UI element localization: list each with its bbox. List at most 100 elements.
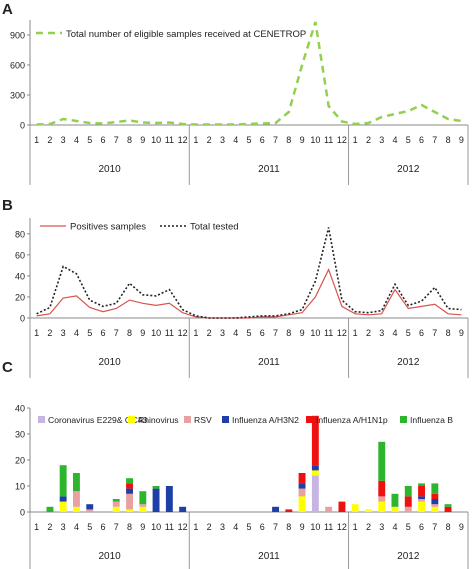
legend-label: RSV [194,415,212,425]
x-tick-label: 2 [47,328,52,338]
panel-label: B [2,197,13,214]
bar-segment [298,488,306,497]
bar-segment [431,504,439,507]
bar-segment [112,499,120,502]
y-tick-label: 40 [15,404,25,414]
bar-segment [285,509,293,512]
series-line-0 [36,21,462,126]
panel-label: A [2,1,13,18]
x-tick-label: 5 [87,328,92,338]
x-tick-label: 3 [220,135,225,145]
x-tick-label: 8 [286,522,291,532]
x-tick-label: 5 [246,522,251,532]
legend-swatch [222,416,229,423]
x-tick-label: 9 [300,522,305,532]
x-tick-label: 5 [246,328,251,338]
bar-segment [152,488,160,512]
x-tick-label: 11 [165,135,174,145]
x-tick-label: 10 [151,328,161,338]
bar-segment [311,465,319,471]
x-tick-label: 3 [61,522,66,532]
series-line-0 [36,268,462,319]
x-tick-label: 8 [446,135,451,145]
x-tick-label: 6 [419,135,424,145]
x-tick-label: 2 [366,522,371,532]
legend-swatch [306,416,313,423]
bar-segment [351,504,359,512]
bar-segment [311,470,319,476]
y-tick-label: 60 [15,250,25,260]
legend-label: Rhinovirus [138,415,179,425]
x-tick-label: 4 [233,522,238,532]
bar-segment [338,501,346,512]
x-tick-label: 10 [310,522,320,532]
bar-segment [404,506,412,512]
x-tick-label: 7 [114,522,119,532]
bar-segment [59,501,67,512]
y-tick-label: 20 [15,456,25,466]
bar-segment [431,493,439,499]
x-tick-label: 1 [353,135,358,145]
x-tick-label: 9 [140,328,145,338]
x-tick-label: 5 [406,328,411,338]
x-tick-label: 8 [127,135,132,145]
x-tick-label: 7 [432,522,437,532]
x-tick-label: 9 [459,135,464,145]
bar-segment [165,486,173,512]
x-tick-label: 8 [446,328,451,338]
x-tick-label: 12 [178,135,188,145]
x-tick-label: 2 [366,328,371,338]
x-tick-label: 12 [337,522,347,532]
x-tick-label: 3 [220,328,225,338]
bar-segment [139,506,147,512]
x-tick-label: 5 [246,135,251,145]
bar-segment [391,506,399,512]
bar-segment [418,483,425,486]
x-tick-label: 3 [220,522,225,532]
x-tick-label: 6 [260,522,265,532]
bar-segment [431,483,439,494]
x-tick-label: 6 [100,522,105,532]
x-tick-label: 5 [406,135,411,145]
x-tick-label: 9 [300,135,305,145]
x-tick-label: 6 [100,328,105,338]
x-tick-label: 11 [165,522,174,532]
x-tick-label: 1 [34,522,39,532]
bar-segment [59,496,67,502]
legend-label: Influenza B [410,415,453,425]
bar-segment [272,506,279,512]
bar-segment [431,499,439,505]
bar-segment [378,501,386,512]
bar-segment [73,491,80,507]
bar-segment [418,496,425,499]
bar-segment [46,506,54,512]
x-tick-label: 6 [260,328,265,338]
x-tick-label: 12 [178,328,188,338]
x-tick-label: 12 [178,522,188,532]
y-tick-label: 40 [15,271,25,281]
x-tick-label: 11 [324,328,333,338]
bar-segment [126,488,133,494]
x-tick-label: 8 [286,135,291,145]
x-tick-label: 4 [392,522,397,532]
bar-segment [179,506,187,512]
x-tick-label: 4 [74,328,79,338]
legend-label: Influenza A/H3N2 [232,415,299,425]
legend-label: Total number of eligible samples receive… [66,29,306,40]
year-label: 2012 [397,164,420,175]
x-tick-label: 4 [233,135,238,145]
legend-swatch [128,416,135,423]
x-tick-label: 6 [100,135,105,145]
bar-segment [404,486,412,497]
x-tick-label: 9 [459,522,464,532]
bar-segment [378,480,386,497]
x-tick-label: 5 [406,522,411,532]
legend-label: Influenza A/H1N1p [316,415,388,425]
x-tick-label: 1 [193,328,198,338]
bar-segment [73,506,80,512]
x-tick-label: 3 [379,328,384,338]
x-tick-label: 3 [379,135,384,145]
